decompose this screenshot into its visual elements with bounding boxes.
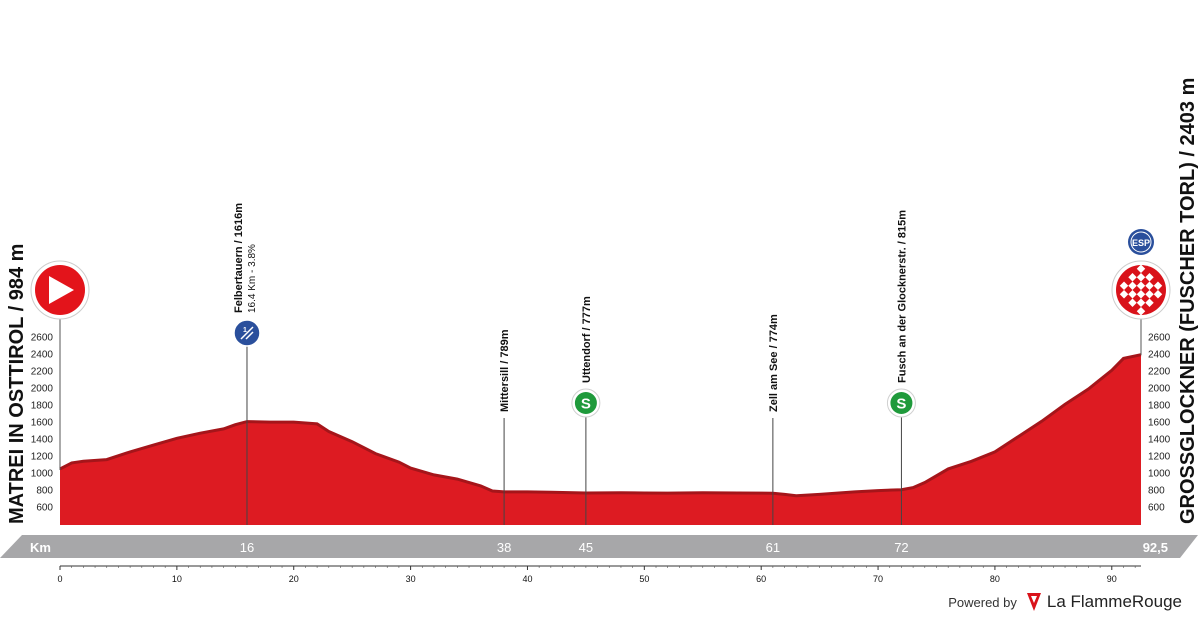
elevation-tick-label: 2000 xyxy=(1148,384,1171,395)
distance-tick-label: 60 xyxy=(756,574,766,584)
km-bar-label: 92,5 xyxy=(1143,540,1168,555)
start-label: MATREI IN OSTTIROL / 984 m xyxy=(6,244,28,524)
km-bar-label: 61 xyxy=(766,540,780,555)
sprint-letter: S xyxy=(896,396,906,413)
distance-tick-label: 90 xyxy=(1107,574,1117,584)
sprint-icon xyxy=(890,392,913,414)
powered-by-text: Powered by xyxy=(948,594,1017,610)
checker-square xyxy=(1145,290,1154,299)
finish-marker: ESP xyxy=(1111,229,1171,355)
elevation-tick-label: 1800 xyxy=(1148,401,1171,412)
elevation-profile-edge xyxy=(59,353,1142,498)
km-bar-label: 72 xyxy=(894,540,908,555)
elevation-tick-label: 1600 xyxy=(31,418,54,429)
elevation-tick-label: 1200 xyxy=(31,452,54,463)
elevation-tick-label: 1000 xyxy=(1148,469,1171,480)
elevation-tick-label: 2000 xyxy=(31,384,54,395)
km-bar xyxy=(0,535,1198,558)
distance-tick-label: 40 xyxy=(522,574,532,584)
waypoints-layer: 1 Felbertauern / 1616m 16.4 Km - 3.8% Mitte… xyxy=(233,203,916,525)
flamme-rouge-icon xyxy=(1026,593,1041,611)
checker-square xyxy=(1128,281,1137,290)
climb-category-glyph: 1 xyxy=(243,327,247,334)
waypoint-sublabel: 16.4 Km - 3.8% xyxy=(247,244,258,313)
elevation-tick-label: 2400 xyxy=(1148,350,1171,361)
checker-square xyxy=(1128,273,1137,282)
distance-tick-label: 70 xyxy=(873,574,883,584)
waypoint-label: Zell am See / 774m xyxy=(768,314,780,412)
checker-square xyxy=(1136,298,1146,307)
summit-finish-icon: ESP xyxy=(1128,229,1154,255)
distance-tick-label: 50 xyxy=(639,574,649,584)
waypoint-label: Felbertauern / 1616m xyxy=(233,203,245,313)
elevation-tick-label: 2400 xyxy=(31,350,54,361)
km-bar-label: 16 xyxy=(240,540,254,555)
elevation-tick-label: 2200 xyxy=(1148,367,1171,378)
elevation-tick-label: 800 xyxy=(1148,486,1165,497)
elevation-tick-label: 600 xyxy=(1148,503,1165,514)
km-bar-label: 45 xyxy=(579,540,593,555)
checker-square xyxy=(1145,281,1154,290)
distance-tick-label: 30 xyxy=(406,574,416,584)
elevation-tick-label: 2600 xyxy=(1148,333,1171,344)
checker-square xyxy=(1145,273,1154,282)
waypoint-label: Uttendorf / 777m xyxy=(581,296,593,383)
waypoint-label: Mittersill / 789m xyxy=(499,329,511,412)
distance-tick-label: 10 xyxy=(172,574,182,584)
climb-icon-glyph xyxy=(240,326,254,340)
start-arrow-icon xyxy=(49,276,74,304)
km-bar-labels: 16 38 45 61 72 92,5 xyxy=(240,540,1168,555)
elevation-tick-label: 1200 xyxy=(1148,452,1171,463)
km-bar-label: 38 xyxy=(497,540,511,555)
elevation-profile-area xyxy=(60,353,1141,525)
elevation-axis-right: 600 800 1000 1200 1400 1600 1800 2000 2200 2400 26… xyxy=(1148,333,1171,514)
elevation-tick-label: 800 xyxy=(36,486,53,497)
elevation-tick-label: 2200 xyxy=(31,367,54,378)
start-marker xyxy=(30,260,90,470)
elevation-tick-label: 1000 xyxy=(31,469,54,480)
checker-square xyxy=(1128,298,1137,307)
distance-tick-label: 20 xyxy=(289,574,299,584)
elevation-tick-label: 1400 xyxy=(1148,435,1171,446)
sprint-icon xyxy=(574,392,597,414)
elevation-tick-label: 1600 xyxy=(1148,418,1171,429)
waypoint-label: Fusch an der Glocknerstr. / 815m xyxy=(896,210,908,383)
checker-square xyxy=(1136,273,1146,282)
checker-square xyxy=(1128,289,1137,299)
summit-finish-badge-label: ESP xyxy=(1132,238,1150,248)
checker-square xyxy=(1145,298,1154,307)
elevation-tick-label: 1800 xyxy=(31,401,54,412)
distance-axis: 0 10 20 30 40 50 60 70 80 90 xyxy=(57,566,1136,584)
finish-label: GROSSGLOCKNER (FUSCHER TORL) / 2403 m xyxy=(1177,78,1199,524)
distance-tick-label: 80 xyxy=(990,574,1000,584)
sprint-letter: S xyxy=(581,396,591,413)
elevation-axis-left: 600 800 1000 1200 1400 1600 1800 2000 2200 2400 26… xyxy=(31,333,54,514)
elevation-tick-label: 1400 xyxy=(31,435,54,446)
distance-tick-label: 0 xyxy=(57,574,62,584)
footer: Powered by La FlammeRouge xyxy=(948,592,1182,612)
brand-name: La FlammeRouge xyxy=(1046,592,1182,611)
brand-logo: La FlammeRouge xyxy=(1026,592,1182,612)
elevation-tick-label: 2600 xyxy=(31,333,54,344)
elevation-tick-label: 600 xyxy=(36,503,53,514)
km-unit-label: Km xyxy=(30,540,51,555)
